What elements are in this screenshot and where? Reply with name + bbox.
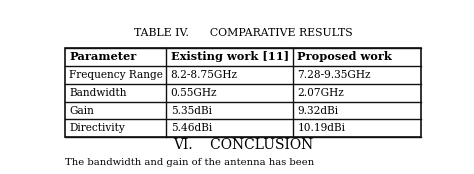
Text: TABLE IV.      COMPARATIVE RESULTS: TABLE IV. COMPARATIVE RESULTS [134, 28, 352, 38]
Text: Parameter: Parameter [69, 51, 137, 62]
Text: VI.    CONCLUSION: VI. CONCLUSION [173, 138, 313, 152]
Text: 5.35dBi: 5.35dBi [171, 105, 212, 116]
Text: Gain: Gain [69, 105, 94, 116]
Text: The bandwidth and gain of the antenna has been: The bandwidth and gain of the antenna ha… [65, 157, 314, 167]
Text: Frequency Range: Frequency Range [69, 70, 163, 80]
Text: Existing work [11]: Existing work [11] [171, 51, 289, 62]
Text: Directivity: Directivity [69, 124, 125, 133]
Text: 5.46dBi: 5.46dBi [171, 124, 212, 133]
Text: 0.55GHz: 0.55GHz [171, 88, 217, 98]
Text: 7.28-9.35GHz: 7.28-9.35GHz [297, 70, 371, 80]
Text: Bandwidth: Bandwidth [69, 88, 127, 98]
Bar [65, 48, 421, 137]
Text: 9.32dBi: 9.32dBi [297, 105, 338, 116]
Text: 8.2-8.75GHz: 8.2-8.75GHz [171, 70, 238, 80]
Text: Proposed work: Proposed work [297, 51, 392, 62]
Text: 2.07GHz: 2.07GHz [297, 88, 344, 98]
Text: 10.19dBi: 10.19dBi [297, 124, 345, 133]
